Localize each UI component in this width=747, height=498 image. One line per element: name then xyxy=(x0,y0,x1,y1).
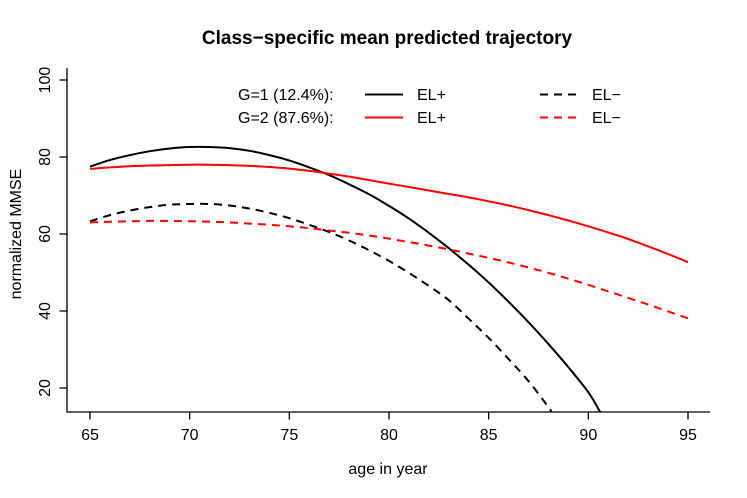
legend-entry-el-minus-g2: EL− xyxy=(592,110,621,127)
legend-group-label-g1: G=1 (12.4%): xyxy=(238,87,334,104)
y-axis-ticks: 20 40 60 80 100 xyxy=(37,67,67,397)
legend-entry-el-plus-g2: EL+ xyxy=(417,110,446,127)
chart-title: Class−specific mean predicted trajectory xyxy=(202,28,573,49)
y-tick-label: 40 xyxy=(37,302,54,320)
curve-g2-el-minus xyxy=(89,219,689,320)
chart-legend: G=1 (12.4%): EL+ EL− G=2 (87.6%): EL+ EL… xyxy=(238,87,621,127)
x-tick-label: 65 xyxy=(81,427,99,444)
curves-layer xyxy=(89,145,689,413)
curve-g1-el-minus xyxy=(89,202,553,413)
legend-entry-el-plus-g1: EL+ xyxy=(417,87,446,104)
legend-entry-el-minus-g1: EL− xyxy=(592,87,621,104)
axis-frame xyxy=(66,68,710,413)
y-tick-label: 60 xyxy=(37,225,54,243)
x-tick-label: 70 xyxy=(181,427,199,444)
x-tick-label: 90 xyxy=(579,427,597,444)
y-tick-label: 100 xyxy=(37,67,54,94)
y-axis-label: normalized MMSE xyxy=(8,169,25,300)
x-axis-label: age in year xyxy=(348,461,428,478)
y-tick-label: 80 xyxy=(37,148,54,166)
legend-group-label-g2: G=2 (87.6%): xyxy=(238,110,334,127)
x-tick-label: 75 xyxy=(280,427,298,444)
x-axis-ticks: 65 70 75 80 85 90 95 xyxy=(81,412,697,444)
y-tick-label: 20 xyxy=(37,379,54,397)
curve-g2-el-plus xyxy=(89,163,689,264)
curve-g1-el-plus xyxy=(89,145,602,413)
x-tick-label: 80 xyxy=(380,427,398,444)
x-tick-label: 85 xyxy=(480,427,498,444)
x-tick-label: 95 xyxy=(679,427,697,444)
